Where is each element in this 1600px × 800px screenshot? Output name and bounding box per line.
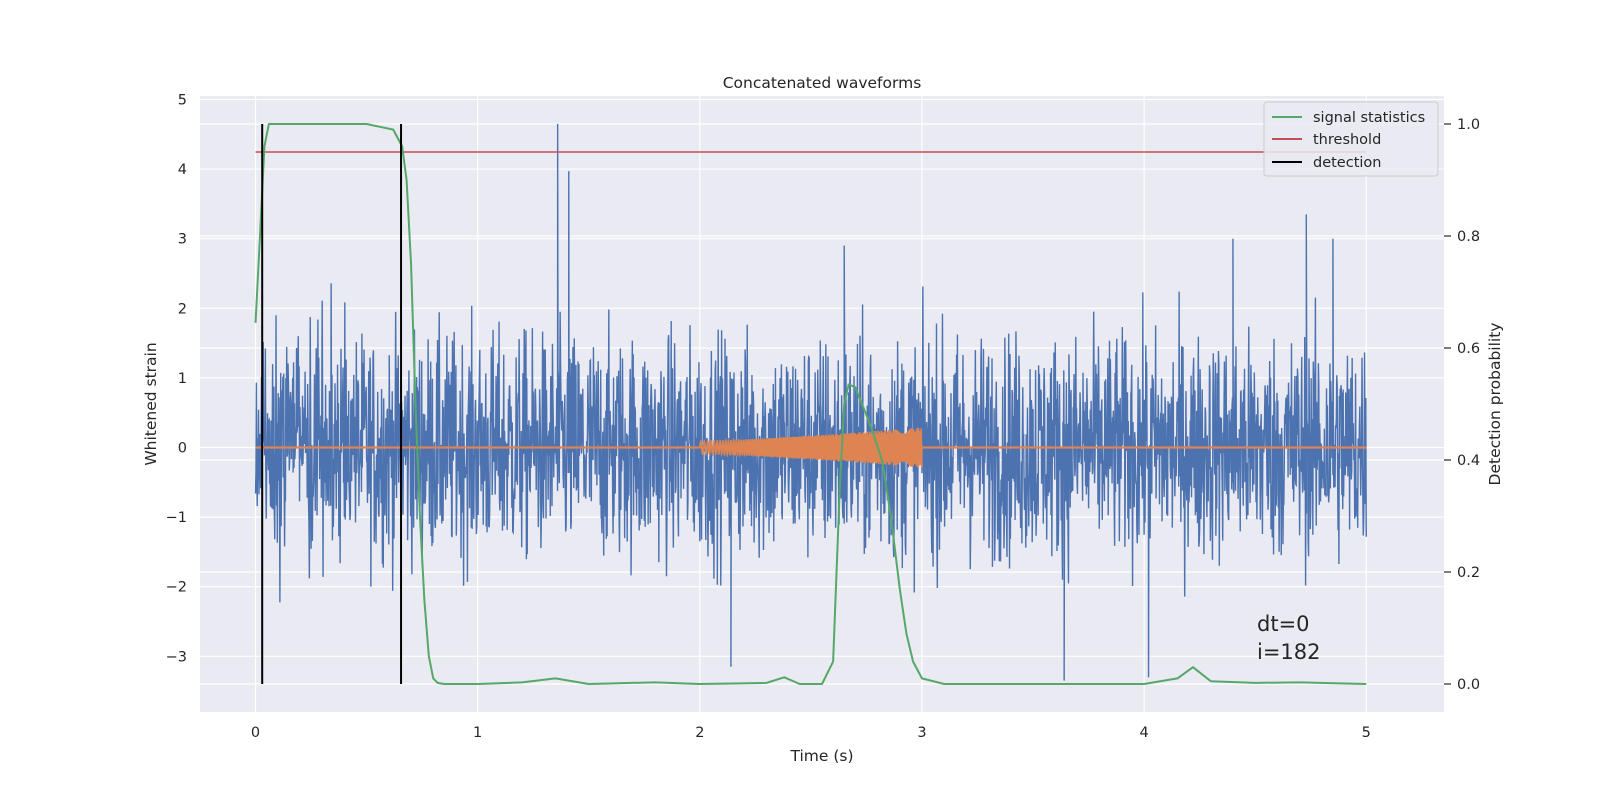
y-tick-label-right: 0.4 bbox=[1457, 453, 1480, 469]
y-tick-label-left: −2 bbox=[166, 580, 187, 596]
axis-ticks: 0 1 2 3 4 5 −3 −2 −1 0 1 2 3 4 5 0.0 0.2 0.4 0.6 0.8 1.0 bbox=[166, 92, 1480, 741]
plot-lines bbox=[254, 123, 1367, 685]
legend-label-statistics: signal statistics bbox=[1313, 110, 1425, 126]
y-tick-label-left: −3 bbox=[166, 649, 187, 665]
legend-label-detection: detection bbox=[1313, 155, 1381, 171]
legend: signal statistics threshold detection bbox=[1263, 101, 1439, 177]
y-tick-label-left: 2 bbox=[178, 301, 187, 317]
y-tick-label-left: 4 bbox=[178, 162, 187, 178]
legend-box bbox=[1263, 101, 1439, 177]
x-tick-label: 1 bbox=[473, 725, 482, 741]
x-tick-label: 5 bbox=[1362, 725, 1371, 741]
x-tick-label: 4 bbox=[1139, 725, 1148, 741]
y-tick-label-left: 5 bbox=[178, 92, 187, 108]
y-tick-label-left: −1 bbox=[166, 510, 187, 526]
legend-label-threshold: threshold bbox=[1313, 132, 1381, 148]
x-axis-title: Time (s) bbox=[789, 747, 853, 765]
y-axis-title-right: Detection probability bbox=[1486, 323, 1504, 486]
annotation-index: i=182 bbox=[1257, 640, 1321, 664]
y-axis-title-left: Whitened strain bbox=[142, 342, 160, 465]
signal-statistics-line bbox=[254, 123, 1367, 685]
injection-chirp-line bbox=[699, 427, 923, 468]
chart-title: Concatenated waveforms bbox=[723, 74, 922, 92]
y-tick-label-left: 3 bbox=[178, 232, 187, 248]
y-tick-label-left: 0 bbox=[178, 441, 187, 457]
y-tick-label-right: 0.6 bbox=[1457, 341, 1480, 357]
y-tick-label-right: 1.0 bbox=[1457, 117, 1480, 133]
x-tick-label: 3 bbox=[917, 725, 926, 741]
x-tick-label: 0 bbox=[251, 725, 260, 741]
y-tick-label-left: 1 bbox=[178, 371, 187, 387]
y-tick-label-right: 0.0 bbox=[1457, 677, 1480, 693]
y-tick-label-right: 0.2 bbox=[1457, 565, 1480, 581]
y-tick-label-right: 0.8 bbox=[1457, 229, 1480, 245]
annotation-dt: dt=0 bbox=[1257, 612, 1310, 636]
x-tick-label: 2 bbox=[695, 725, 704, 741]
